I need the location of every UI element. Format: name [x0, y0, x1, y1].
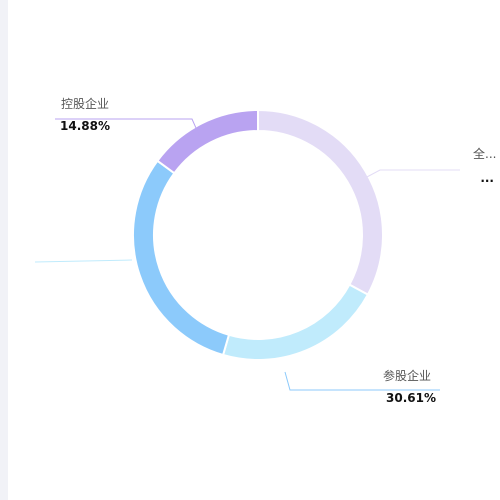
value-label: ...	[480, 171, 494, 185]
slice-label: 全...	[473, 146, 496, 161]
donut-segment	[221, 283, 370, 361]
leader-line	[34, 259, 133, 263]
leader-line	[55, 118, 201, 138]
donut-segment	[257, 108, 384, 296]
slice-label: 控股企业	[61, 96, 109, 111]
slice-label: 参股企业	[383, 368, 431, 383]
value-label: 30.61%	[386, 391, 436, 405]
donut-segment	[132, 159, 231, 357]
leader-line	[284, 371, 440, 391]
leader-line	[364, 169, 460, 179]
side-panel	[0, 0, 8, 500]
donut-segment	[156, 108, 259, 175]
value-label: 14.88%	[60, 119, 110, 133]
